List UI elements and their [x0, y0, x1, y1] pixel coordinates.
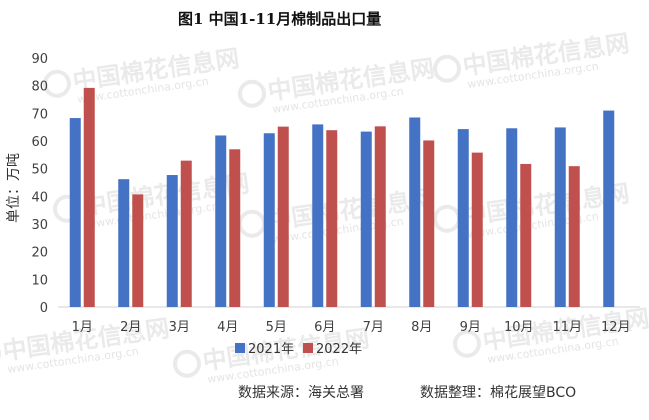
bar-2022年-6月	[326, 130, 338, 307]
bar-2021年-9月	[457, 129, 469, 307]
y-axis: 0 10 20 30 40 50 60 70 80 90	[31, 52, 48, 316]
bar-2021年-12月	[603, 110, 615, 307]
x-tick-label: 1月	[72, 320, 93, 335]
cotton-logo-icon	[433, 204, 462, 233]
bar-2022年-10月	[520, 163, 532, 307]
y-tick-label: 70	[31, 107, 48, 122]
cotton-logo-icon	[0, 339, 2, 368]
legend-swatch-2022	[303, 343, 313, 353]
bar-2021年-8月	[409, 117, 421, 307]
bar-2022年-11月	[568, 166, 580, 307]
x-tick-label: 2月	[120, 320, 141, 335]
bar-2021年-2月	[118, 179, 130, 307]
x-tick-label: 11月	[552, 320, 582, 335]
y-tick-label: 10	[31, 273, 48, 288]
cotton-logo-icon	[43, 69, 72, 98]
bar-2021年-4月	[215, 135, 227, 307]
y-tick-label: 80	[31, 80, 48, 95]
bar-2021年-1月	[69, 118, 81, 307]
x-tick-label: 12月	[601, 320, 631, 335]
y-tick-label: 90	[31, 52, 48, 67]
bar-2022年-2月	[132, 194, 144, 307]
bar-2021年-6月	[312, 124, 324, 308]
chart-title: 图1 中国1-11月棉制品出口量	[178, 10, 381, 28]
cotton-logo-icon	[173, 349, 202, 378]
data-compiler: 数据整理：棉花展望BCO	[420, 384, 576, 401]
bar-2021年-5月	[263, 133, 275, 307]
bars-layer	[69, 87, 615, 308]
cotton-logo-icon	[433, 54, 462, 83]
bar-2022年-3月	[180, 160, 192, 307]
bar-2022年-1月	[83, 87, 95, 307]
bar-2022年-8月	[423, 140, 435, 307]
data-source: 数据来源：海关总署	[238, 385, 364, 401]
y-tick-label: 30	[31, 218, 48, 233]
x-tick-label: 3月	[169, 320, 190, 335]
x-tick-label: 5月	[266, 320, 287, 335]
x-tick-label: 7月	[363, 320, 384, 335]
cotton-logo-icon	[238, 79, 267, 108]
legend-swatch-2021	[235, 343, 245, 353]
bar-2021年-10月	[506, 128, 518, 307]
cotton-logo-icon	[238, 209, 267, 238]
legend-label-2021: 2021年	[248, 342, 294, 357]
y-axis-label: 单位：万吨	[6, 153, 22, 223]
bar-2021年-11月	[554, 127, 566, 308]
x-tick-label: 8月	[411, 320, 432, 335]
x-tick-label: 10月	[504, 320, 534, 335]
bar-2022年-4月	[229, 149, 241, 307]
bar-2021年-7月	[360, 131, 372, 307]
x-tick-label: 6月	[314, 320, 335, 335]
legend: 2021年 2022年	[235, 342, 362, 357]
y-tick-label: 50	[31, 163, 48, 178]
bar-2022年-5月	[277, 126, 289, 307]
y-tick-label: 40	[31, 190, 48, 205]
bar-2022年-9月	[471, 152, 483, 307]
cotton-logo-icon	[453, 329, 482, 358]
x-axis: 1月 2月 3月 4月 5月 6月 7月 8月 9月 10月 11月 12月	[72, 320, 631, 335]
y-tick-label: 20	[31, 246, 48, 261]
y-tick-label: 60	[31, 135, 48, 150]
x-tick-label: 9月	[460, 320, 481, 335]
y-tick-label: 0	[40, 301, 48, 316]
legend-label-2022: 2022年	[316, 342, 362, 357]
bar-2022年-7月	[374, 126, 386, 307]
bar-2021年-3月	[166, 175, 178, 307]
x-tick-label: 4月	[217, 320, 238, 335]
